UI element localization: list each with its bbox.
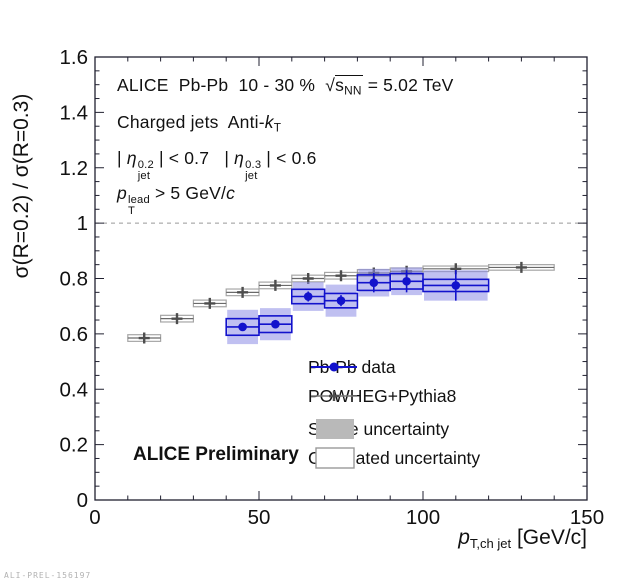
- shape-uncertainty-swatch-icon: [316, 419, 354, 439]
- powheg-cross-marker: [171, 313, 183, 325]
- pbpb-circle-marker: [369, 278, 379, 287]
- powheg-cross-marker: [515, 261, 527, 273]
- y-tick-label: 0.6: [60, 323, 89, 346]
- y-tick-label: 0: [77, 489, 88, 512]
- y-tick-label: 1.2: [60, 157, 89, 180]
- powheg-cross-marker: [269, 279, 281, 291]
- axis-ticks: [94, 56, 588, 501]
- y-axis-title: σ(R=0.2) / σ(R=0.3): [10, 94, 33, 279]
- legend-item-shape-uncertainty: Shape uncertainty: [308, 417, 449, 441]
- powheg-cross-marker: [204, 297, 216, 309]
- x-tick-label: 100: [406, 506, 440, 529]
- legend-item-correlated-uncertainty: Correlated uncertainty: [308, 446, 480, 470]
- pbpb-circle-marker: [303, 292, 313, 301]
- legend-item-powheg: POWHEG+Pythia8: [308, 384, 456, 408]
- powheg-cross-marker: [237, 286, 249, 298]
- x-tick-label: 150: [570, 506, 604, 529]
- pbpb-circle-marker: [271, 319, 280, 329]
- pbpb-circle-marker: [402, 276, 411, 286]
- powheg-marker-icon: [311, 391, 357, 401]
- x-tick-label: 50: [248, 506, 271, 529]
- preliminary-label: ALICE Preliminary: [133, 444, 299, 465]
- pbpb-circle-marker: [451, 281, 461, 290]
- annotation-eta-cuts: | η 0.2 jet | < 0.7 | η 0.3 jet | < 0.6: [117, 148, 317, 183]
- y-tick-label: 1: [77, 212, 88, 235]
- y-tick-label: 1.4: [60, 101, 89, 124]
- annotation-pt-lead-cut: p lead T > 5 GeV/c: [117, 183, 236, 218]
- powheg-cross-marker: [138, 332, 150, 344]
- legend-item-pbpb-data: Pb-Pb data: [308, 355, 396, 379]
- annotation-collision-system: ALICE Pb-Pb 10 - 30 % √sNN = 5.02 TeV: [117, 75, 454, 98]
- y-tick-label: 0.4: [60, 378, 89, 401]
- watermark-label: ALI-PREL-156197: [4, 571, 92, 580]
- y-tick-label: 1.6: [60, 46, 89, 69]
- pbpb-circle-marker: [238, 322, 247, 332]
- series-pbpb-data: [225, 267, 490, 345]
- y-tick-label: 0.8: [60, 268, 89, 291]
- pbpb-data-marker-icon: [311, 362, 357, 372]
- annotation-jet-type: Charged jets Anti-kT: [117, 112, 282, 135]
- powheg-cross-marker: [335, 270, 347, 282]
- y-tick-label: 0.2: [60, 434, 89, 457]
- correlated-uncertainty-swatch-icon: [315, 447, 355, 469]
- pbpb-circle-marker: [336, 296, 346, 305]
- x-axis-title: pT,ch jet [GeV/c]: [458, 526, 587, 551]
- legend-label-powheg: POWHEG+Pythia8: [308, 385, 457, 406]
- x-tick-label: 0: [89, 506, 100, 529]
